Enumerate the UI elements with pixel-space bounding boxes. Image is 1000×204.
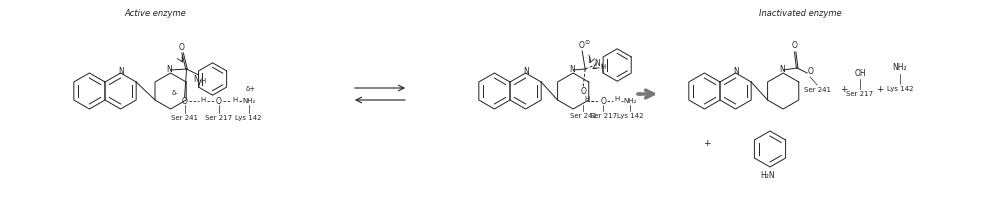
Text: NH₂: NH₂ [623,98,637,104]
Text: O: O [216,96,222,105]
Text: Lys 142: Lys 142 [887,86,913,92]
Text: N: N [119,67,124,75]
Text: O: O [580,88,586,96]
Text: H: H [601,64,606,70]
Text: Ser 241: Ser 241 [171,115,198,121]
Text: H: H [200,78,205,84]
Text: O: O [807,67,813,75]
Text: Lys 142: Lys 142 [235,115,262,121]
Text: Ser 217: Ser 217 [590,113,617,119]
Text: N: N [194,74,199,83]
Text: NH₂: NH₂ [893,63,907,72]
Text: O: O [182,96,188,105]
Text: N: N [779,64,785,73]
Text: N: N [594,59,600,68]
Text: H: H [615,96,620,102]
Text: H: H [232,97,237,103]
Text: NH₂: NH₂ [242,98,255,104]
Text: H₂N: H₂N [761,171,775,180]
Text: δ-: δ- [171,90,178,96]
Text: Inactivated enzyme: Inactivated enzyme [759,10,841,19]
Text: +: + [703,140,711,149]
Text: ⊙: ⊙ [585,40,590,44]
Text: N: N [734,67,739,75]
Text: O: O [179,42,185,51]
Text: Lys 142: Lys 142 [617,113,643,119]
Text: N: N [167,64,172,73]
Text: OH: OH [854,70,866,79]
Text: O: O [600,96,606,105]
Text: O: O [578,41,584,51]
Text: N: N [569,64,575,73]
Text: Ser 217: Ser 217 [205,115,232,121]
Text: N: N [524,67,529,75]
Text: δ+: δ+ [246,86,256,92]
Text: Ser 241: Ser 241 [804,87,831,93]
Text: H: H [585,96,590,102]
Text: ⊙: ⊙ [637,92,641,98]
Text: Active enzyme: Active enzyme [124,10,186,19]
Text: +: + [876,84,884,93]
Text: Ser 241: Ser 241 [570,113,597,119]
Text: H: H [200,97,205,103]
Text: +: + [840,84,848,93]
Text: Ser 217: Ser 217 [846,91,874,97]
Text: O: O [791,41,797,51]
